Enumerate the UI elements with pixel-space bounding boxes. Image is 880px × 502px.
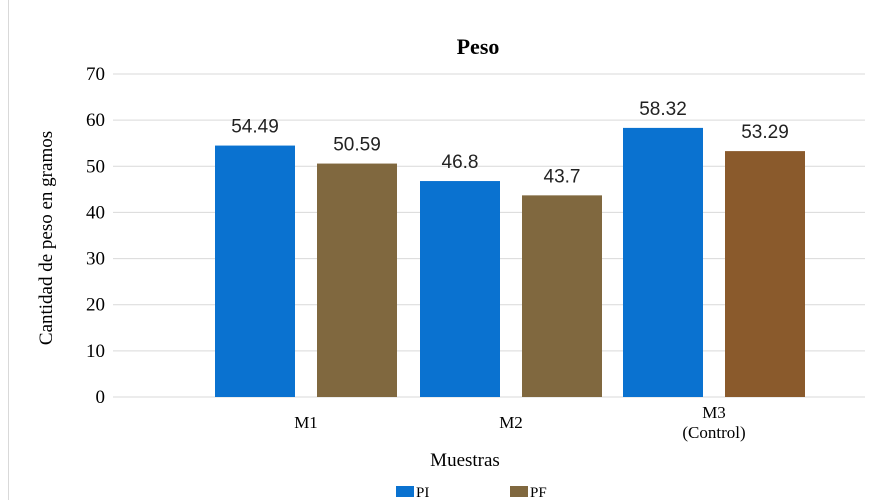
bar-pf-3 <box>725 151 805 397</box>
data-label: 46.8 <box>442 152 479 173</box>
y-tick-label: 30 <box>86 249 105 270</box>
y-tick-label: 10 <box>86 341 105 362</box>
x-tick-label: M3 <box>702 403 726 422</box>
bar-pf-1 <box>317 163 397 397</box>
data-label: 53.29 <box>741 122 789 143</box>
bar-pi-2 <box>420 181 500 397</box>
y-tick-label: 60 <box>86 110 105 131</box>
x-tick-label: M2 <box>499 413 523 432</box>
legend-swatch-pi <box>396 486 414 497</box>
bar-pi-1 <box>215 145 295 397</box>
data-label: 50.59 <box>333 135 381 156</box>
data-label: 43.7 <box>544 166 581 187</box>
bar-pi-3 <box>623 127 703 397</box>
chart-title: Peso <box>457 34 500 59</box>
y-axis-title: Cantidad de peso en gramos <box>36 131 57 345</box>
legend-label: PF <box>530 485 547 501</box>
x-axis-title: Muestras <box>430 450 500 471</box>
x-tick-label: M1 <box>294 413 318 432</box>
y-tick-label: 0 <box>96 387 106 408</box>
x-tick-label: (Control) <box>682 423 745 442</box>
y-tick-label: 20 <box>86 295 105 316</box>
y-tick-label: 70 <box>86 64 105 85</box>
y-tick-label: 50 <box>86 156 105 177</box>
chart-frame <box>8 0 878 500</box>
legend-label: PI <box>416 485 429 501</box>
bar-pf-2 <box>522 195 602 397</box>
data-label: 58.32 <box>639 99 687 120</box>
data-label: 54.49 <box>231 117 279 138</box>
legend-swatch-pf <box>510 486 528 497</box>
y-tick-label: 40 <box>86 202 105 223</box>
